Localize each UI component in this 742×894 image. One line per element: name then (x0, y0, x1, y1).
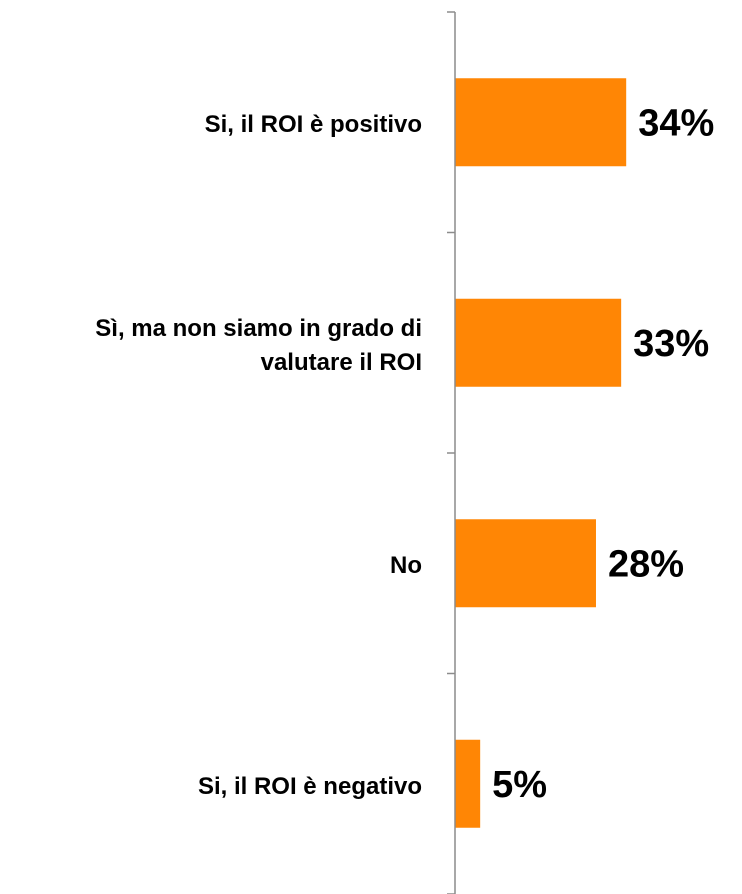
bar (455, 78, 627, 167)
bar (455, 739, 481, 828)
bar (455, 298, 622, 387)
category-label: Sì, ma non siamo in grado di valutare il… (95, 314, 422, 376)
value-label: 28% (608, 543, 684, 585)
category-label: No (390, 552, 422, 580)
bar (455, 519, 596, 608)
value-label: 34% (638, 102, 714, 144)
category-label: Si, il ROI è positivo (204, 111, 422, 139)
category-label: Si, il ROI è negativo (197, 772, 422, 800)
value-label: 5% (492, 764, 547, 806)
value-label: 33% (633, 323, 709, 365)
